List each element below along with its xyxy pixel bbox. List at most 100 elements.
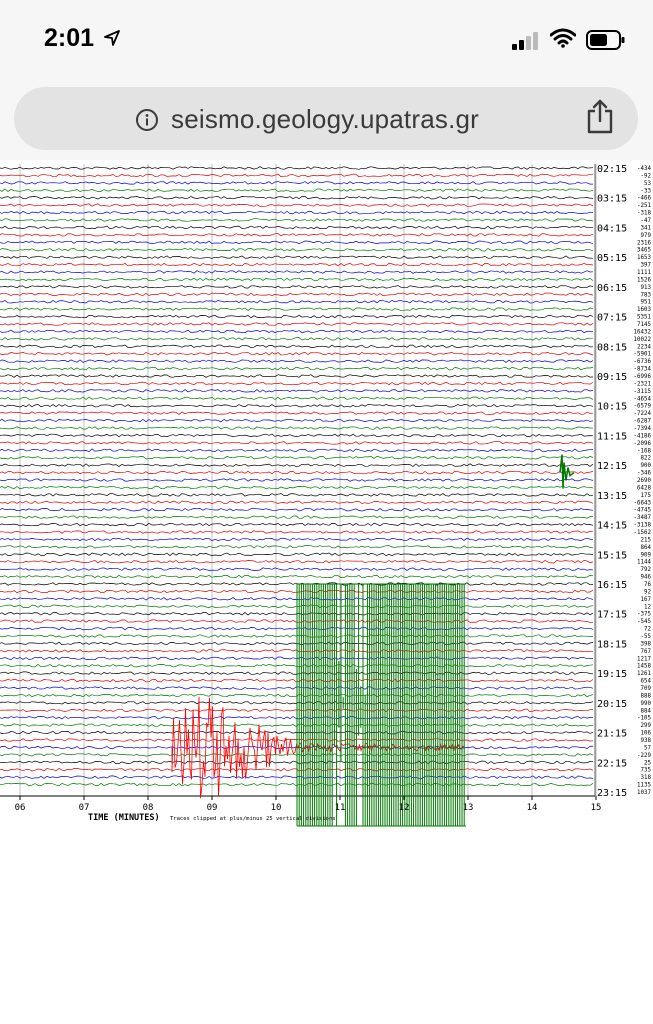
- info-icon[interactable]: [135, 108, 159, 132]
- trace-offset-label: 767: [641, 649, 652, 655]
- share-icon[interactable]: [586, 98, 614, 134]
- trace-line: [0, 775, 594, 779]
- trace-offset-label: 913: [641, 285, 652, 291]
- trace-offset-label: 1111: [637, 270, 651, 276]
- trace-line: [0, 760, 594, 764]
- trace-offset-label: -6736: [634, 359, 652, 365]
- x-tick-label: 07: [79, 803, 90, 813]
- trace-line: [0, 537, 594, 542]
- trace-line: [0, 522, 594, 527]
- trace-line: [0, 693, 594, 698]
- trace-line: [0, 344, 594, 349]
- trace-line: [0, 463, 594, 467]
- trace-line: [0, 582, 594, 586]
- trace-offset-label: 1653: [637, 255, 651, 261]
- trace-offset-label: 2316: [637, 240, 651, 246]
- trace-offset-label: -4654: [634, 396, 652, 402]
- trace-offset-label: -466: [637, 196, 651, 202]
- trace-offset-label: 990: [641, 701, 652, 707]
- battery-icon: [586, 30, 625, 50]
- trace-offset-label: -105: [637, 716, 651, 722]
- trace-offset-label: 215: [641, 537, 652, 543]
- trace-offset-label: -2321: [634, 381, 652, 387]
- trace-offset-label: 951: [641, 300, 652, 306]
- trace-line: [0, 411, 594, 415]
- address-bar[interactable]: [14, 87, 638, 150]
- trace-line: [0, 767, 594, 772]
- trace-offset-label: 1144: [637, 560, 651, 566]
- trace-line: [0, 173, 594, 178]
- trace-offset-label: -47: [641, 218, 652, 224]
- trace-offset-label: -6287: [634, 419, 652, 425]
- trace-line: [0, 611, 594, 616]
- trace-line: [0, 626, 594, 631]
- trace-offset-label: 318: [641, 775, 652, 781]
- trace-offset-label: 783: [641, 292, 652, 298]
- trace-line: [0, 426, 594, 430]
- trace-line: [0, 240, 594, 244]
- trace-line: [0, 641, 594, 646]
- trace-line: [0, 366, 594, 371]
- x-tick-label: 13: [463, 803, 474, 813]
- trace-offset-label: 92: [644, 589, 651, 595]
- trace-line: [0, 716, 594, 720]
- trace-line: [0, 448, 594, 453]
- trace-line: [0, 359, 594, 363]
- hour-label: 12:15: [597, 461, 627, 472]
- trace-line: [0, 597, 594, 601]
- trace-offset-label: 792: [641, 567, 651, 573]
- trace-offset-label: -346: [637, 471, 651, 477]
- trace-line: [0, 233, 594, 237]
- trace-line: [0, 738, 594, 742]
- trace-offset-label: -55: [641, 634, 652, 640]
- hour-label: 08:15: [597, 342, 627, 353]
- x-tick-label: 08: [143, 803, 154, 813]
- trace-offset-label: -4186: [634, 433, 652, 439]
- trace-offset-label: 2234: [637, 344, 651, 350]
- trace-offset-label: 1261: [637, 671, 651, 677]
- trace-line: [0, 299, 594, 304]
- trace-line: [0, 374, 594, 378]
- hour-label: 17:15: [597, 610, 627, 621]
- trace-line: [0, 478, 594, 482]
- trace-line: [0, 723, 594, 727]
- hour-label: 04:15: [597, 223, 627, 234]
- trace-offset-label: -33: [641, 188, 652, 194]
- trace-offset-label: 1526: [637, 277, 651, 283]
- helicorder-svg: 02:15 03:15 04:15 05:15 06:15 07:15 08:15 09:15…: [0, 164, 652, 827]
- trace-line: [0, 433, 594, 438]
- trace-offset-label: -6996: [634, 374, 652, 380]
- trace-offset-label: -2096: [634, 441, 652, 447]
- trace-line: [0, 456, 594, 460]
- hour-label: 20:15: [597, 699, 627, 710]
- hour-label: 22:15: [597, 758, 627, 769]
- trace-line: [0, 567, 594, 571]
- trace-line: [0, 322, 594, 326]
- trace-line: [0, 708, 594, 712]
- trace-offset-label: -3138: [634, 523, 652, 529]
- url-text[interactable]: seismo.geology.upatras.gr: [171, 104, 480, 134]
- trace-offset-label: 1458: [637, 664, 651, 670]
- hour-label: 19:15: [597, 669, 627, 680]
- trace-line: [0, 753, 594, 757]
- trace-offset-label: 72: [644, 627, 651, 633]
- trace-line: [0, 634, 594, 638]
- trace-offset-label: 53: [644, 181, 651, 187]
- trace-line: [0, 671, 594, 675]
- trace-offset-label: 1037: [637, 790, 651, 796]
- trace-offset-label: 299: [641, 723, 652, 729]
- trace-line: [0, 552, 594, 557]
- x-tick-label: 06: [15, 803, 26, 813]
- trace-offset-label: 25: [644, 760, 651, 766]
- trace-line: [0, 270, 594, 274]
- trace-offset-label: -168: [637, 448, 651, 454]
- trace-line: [0, 530, 594, 534]
- trace-line: [0, 515, 593, 519]
- trace-line: [0, 166, 594, 170]
- trace-line: [0, 507, 594, 512]
- trace-line: [0, 493, 594, 497]
- hour-label: 13:15: [597, 491, 627, 502]
- trace-offset-label: 6428: [637, 485, 651, 491]
- trace-line: [0, 181, 593, 185]
- hour-label: 07:15: [597, 313, 627, 324]
